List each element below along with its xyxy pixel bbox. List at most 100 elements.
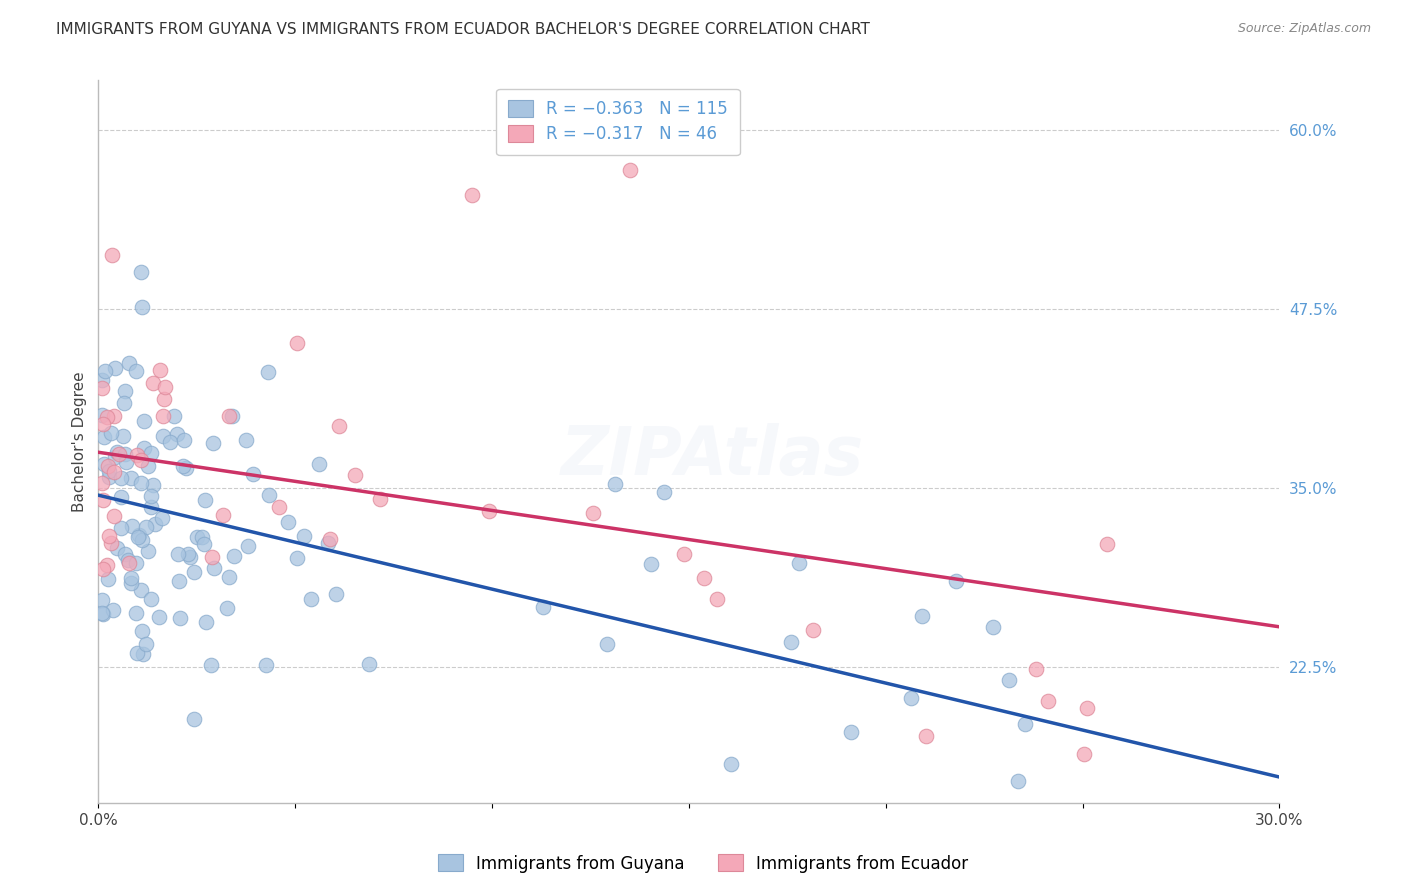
Point [693, 571, 716, 585]
Point [91, 373, 114, 387]
Point [139, 500, 162, 515]
Point [167, 548, 190, 562]
Point [110, 470, 132, 484]
Point [186, 530, 208, 544]
Point [201, 549, 224, 564]
Point [143, 517, 166, 532]
Point [96, 410, 118, 425]
Point [101, 603, 124, 617]
Point [603, 477, 626, 491]
Point [135, 519, 157, 533]
Point [652, 485, 675, 500]
Point [169, 611, 191, 625]
Point [103, 508, 125, 523]
Point [174, 461, 197, 475]
Point [222, 549, 245, 563]
Point [131, 300, 153, 314]
Point [914, 730, 936, 744]
Text: IMMIGRANTS FROM GUYANA VS IMMIGRANTS FROM ECUADOR BACHELOR'S DEGREE CORRELATION : IMMIGRANTS FROM GUYANA VS IMMIGRANTS FRO… [56, 22, 870, 37]
Point [114, 447, 136, 461]
Point [125, 448, 148, 462]
Point [139, 592, 162, 607]
Point [114, 547, 136, 561]
Point [91, 562, 114, 576]
Point [97, 464, 120, 478]
Point [121, 519, 143, 533]
Point [132, 647, 155, 661]
Point [93, 430, 115, 444]
Point [148, 610, 170, 624]
Point [128, 528, 150, 542]
Point [254, 657, 277, 672]
Point [201, 436, 224, 450]
Point [91, 607, 114, 621]
Point [911, 608, 934, 623]
Point [129, 476, 152, 491]
Point [125, 364, 148, 378]
Point [91, 492, 114, 507]
Point [139, 489, 162, 503]
Point [720, 757, 742, 772]
Legend: R = −0.363   N = 115, R = −0.317   N = 46: R = −0.363 N = 115, R = −0.317 N = 46 [496, 88, 740, 155]
Point [110, 521, 132, 535]
Text: ZIPAtlas: ZIPAtlas [561, 423, 865, 489]
Point [97, 470, 120, 484]
Point [91, 381, 114, 395]
Point [269, 500, 291, 515]
Point [328, 418, 350, 433]
Point [110, 491, 132, 505]
Point [787, 556, 810, 570]
Point [183, 566, 205, 580]
Point [105, 541, 128, 556]
Point [135, 637, 157, 651]
Point [998, 673, 1021, 687]
Point [134, 414, 156, 428]
Point [91, 606, 114, 620]
Point [217, 601, 239, 615]
Point [1097, 537, 1119, 551]
Point [112, 396, 135, 410]
Point [98, 529, 121, 543]
Point [194, 493, 217, 508]
Point [325, 587, 347, 601]
Point [101, 248, 124, 262]
Point [153, 392, 176, 406]
Point [202, 561, 225, 575]
Point [619, 163, 641, 178]
Point [478, 504, 501, 518]
Point [127, 646, 149, 660]
Point [1073, 747, 1095, 761]
Point [193, 537, 215, 551]
Point [91, 475, 114, 490]
Point [200, 658, 222, 673]
Point [139, 446, 162, 460]
Point [104, 360, 127, 375]
Point [91, 593, 114, 607]
Y-axis label: Bachelor's Degree: Bachelor's Degree [72, 371, 87, 512]
Point [163, 409, 186, 423]
Point [152, 409, 174, 423]
Point [125, 556, 148, 570]
Point [1007, 773, 1029, 788]
Point [97, 459, 120, 474]
Point [155, 380, 177, 394]
Point [183, 712, 205, 726]
Point [129, 452, 152, 467]
Point [117, 552, 139, 566]
Point [120, 571, 142, 585]
Point [131, 533, 153, 547]
Point [316, 535, 339, 549]
Point [118, 556, 141, 570]
Point [159, 434, 181, 449]
Point [115, 455, 138, 469]
Point [166, 427, 188, 442]
Point [1014, 716, 1036, 731]
Point [218, 569, 240, 583]
Point [277, 515, 299, 529]
Point [111, 429, 134, 443]
Point [100, 536, 122, 550]
Point [1025, 662, 1047, 676]
Point [900, 690, 922, 705]
Point [93, 457, 115, 471]
Point [319, 532, 342, 546]
